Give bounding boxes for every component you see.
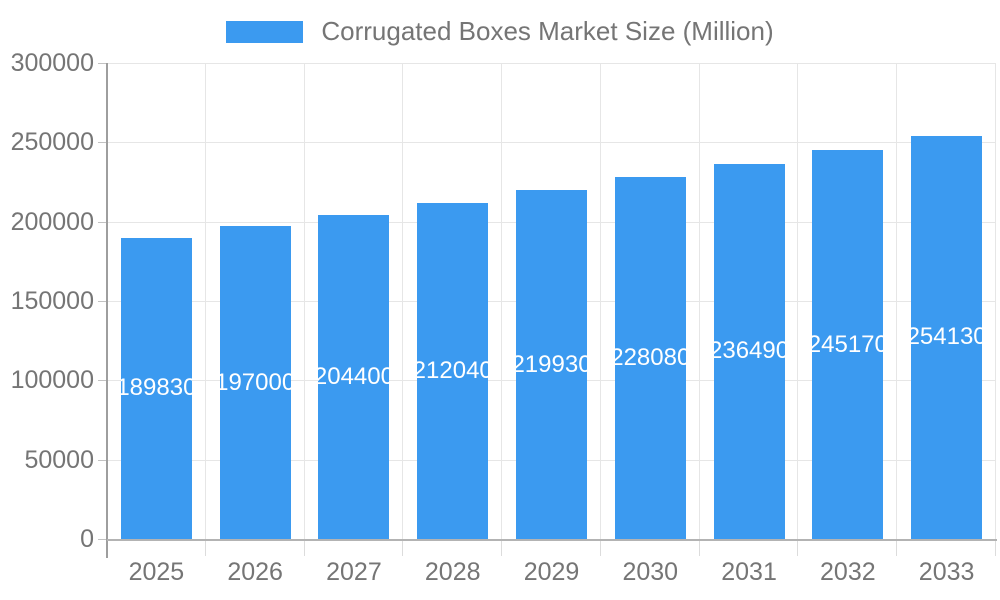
- bar-value-label: 219930: [516, 350, 587, 378]
- bar-value-label: 212040: [417, 356, 489, 384]
- category-boundary-gridline: [204, 63, 206, 539]
- category-boundary-gridline: [501, 63, 503, 539]
- category-boundary-gridline: [896, 63, 898, 539]
- legend-swatch[interactable]: [226, 20, 304, 43]
- x-tick-mark: [501, 541, 503, 556]
- x-axis-tick-label: 2031: [721, 558, 777, 586]
- y-tick-mark: [98, 459, 106, 461]
- x-axis-tick-label: 2028: [424, 558, 481, 586]
- y-tick-mark: [98, 221, 106, 223]
- x-axis-tick-label: 2025: [128, 558, 185, 586]
- y-axis-line: [106, 63, 108, 558]
- x-tick-mark: [402, 541, 404, 556]
- y-tick-mark: [98, 301, 106, 302]
- y-axis-tick-label: 100000: [10, 366, 94, 395]
- x-tick-mark: [204, 541, 206, 556]
- bar-2028[interactable]: 212040: [417, 202, 489, 539]
- y-tick-mark: [98, 539, 106, 540]
- x-axis-tick-label: 2032: [820, 558, 876, 586]
- bar-2025[interactable]: 189830: [120, 237, 192, 539]
- x-axis-tick-label: 2026: [227, 558, 283, 586]
- x-axis-tick-label: 2033: [918, 558, 975, 586]
- bar-value-label: 245170: [812, 330, 884, 358]
- bar-2029[interactable]: 219930: [516, 190, 587, 539]
- bar-value-label: 189830: [120, 374, 192, 402]
- x-axis-tick-label: 2030: [622, 558, 679, 586]
- y-axis-tick-label: 50000: [24, 445, 94, 474]
- plot-area: 189830 197000 204400 212040 219930 228080 2364…: [107, 63, 996, 539]
- bar-2031[interactable]: 236490: [713, 163, 785, 539]
- x-tick-mark: [797, 541, 799, 556]
- y-axis-tick-label: 200000: [10, 207, 94, 236]
- x-axis-tick-label: 2027: [326, 558, 382, 586]
- bar-2033[interactable]: 254130: [911, 135, 983, 539]
- bar-value-label: 236490: [713, 337, 785, 365]
- y-axis-tick-label: 150000: [10, 287, 94, 315]
- y-axis-tick-label: 300000: [10, 49, 94, 77]
- category-boundary-gridline: [402, 63, 404, 539]
- category-boundary-gridline: [995, 63, 996, 539]
- y-tick-mark: [98, 380, 106, 382]
- x-tick-mark: [698, 541, 700, 556]
- bar-2026[interactable]: 197000: [219, 226, 291, 539]
- category-boundary-gridline: [797, 63, 799, 539]
- x-tick-mark: [303, 541, 305, 556]
- x-tick-mark: [599, 541, 601, 556]
- y-tick-mark: [98, 63, 106, 64]
- x-axis-tick-label: 2029: [523, 558, 580, 586]
- x-tick-mark: [896, 541, 898, 556]
- bar-value-label: 228080: [614, 344, 686, 372]
- category-boundary-gridline: [303, 63, 305, 539]
- category-boundary-gridline: [599, 63, 601, 539]
- y-axis-tick-label: 0: [80, 525, 94, 553]
- category-boundary-gridline: [698, 63, 700, 539]
- chart-legend[interactable]: Corrugated Boxes Market Size (Million): [0, 16, 1000, 47]
- x-tick-mark: [995, 541, 996, 556]
- bar-2027[interactable]: 204400: [318, 214, 390, 539]
- y-gridline: [107, 63, 996, 64]
- x-axis-line: [107, 539, 997, 541]
- legend-label[interactable]: Corrugated Boxes Market Size (Million): [321, 16, 774, 46]
- bar-2030[interactable]: 228080: [614, 177, 686, 539]
- y-axis-tick-label: 250000: [10, 128, 94, 157]
- bar-value-label: 254130: [911, 323, 983, 351]
- bar-value-label: 204400: [318, 362, 390, 390]
- y-tick-mark: [98, 142, 106, 144]
- bar-2032[interactable]: 245170: [812, 150, 884, 539]
- y-gridline: [107, 142, 996, 144]
- bar-value-label: 197000: [219, 368, 291, 396]
